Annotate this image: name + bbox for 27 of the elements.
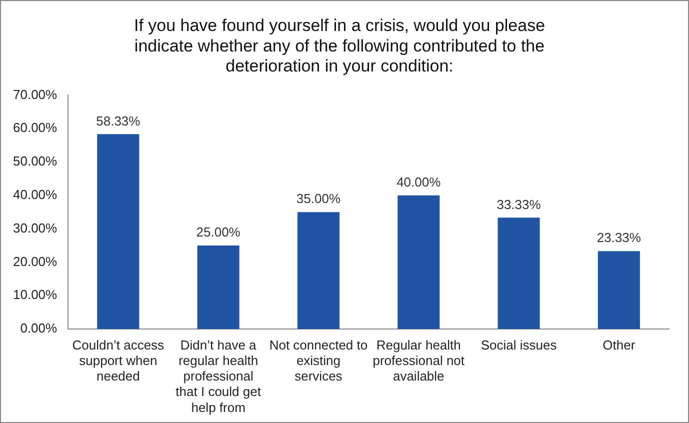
y-tick-label: 0.00% bbox=[20, 320, 58, 336]
y-tick-label: 10.00% bbox=[12, 287, 58, 302]
data-label: 58.33% bbox=[96, 113, 141, 128]
x-tick-label: Not connected to existing services bbox=[269, 337, 368, 384]
data-label: 23.33% bbox=[596, 230, 642, 246]
x-tick-label: Didn’t have a regular health professional that I could get help from bbox=[176, 337, 262, 415]
y-tick-label: 70.00% bbox=[12, 86, 58, 102]
data-label: 33.33% bbox=[496, 196, 542, 212]
y-tick-label: 50.00% bbox=[12, 154, 58, 169]
x-tick-label: Social issues bbox=[480, 337, 558, 352]
bar bbox=[297, 212, 340, 329]
data-label: 40.00% bbox=[396, 174, 442, 190]
bar bbox=[398, 195, 440, 329]
bar bbox=[197, 246, 240, 329]
chart-title: If you have found yourself in a crisis, would you please indicate whether any of the following contributed to the deterioration in your condition: bbox=[134, 16, 546, 76]
bar bbox=[598, 251, 640, 329]
y-tick-label: 20.00% bbox=[12, 254, 58, 269]
y-tick-label: 60.00% bbox=[12, 120, 58, 136]
y-tick-label: 40.00% bbox=[12, 186, 58, 202]
bar bbox=[97, 134, 140, 329]
y-tick-label: 30.00% bbox=[12, 220, 58, 236]
bar bbox=[498, 218, 540, 329]
x-tick-label: Other bbox=[602, 337, 636, 352]
data-label: 25.00% bbox=[196, 224, 241, 240]
data-label: 35.00% bbox=[296, 191, 341, 206]
x-tick-label: Regular health professional not available bbox=[372, 337, 465, 384]
x-tick-label: Couldn’t access support when needed bbox=[72, 337, 165, 384]
